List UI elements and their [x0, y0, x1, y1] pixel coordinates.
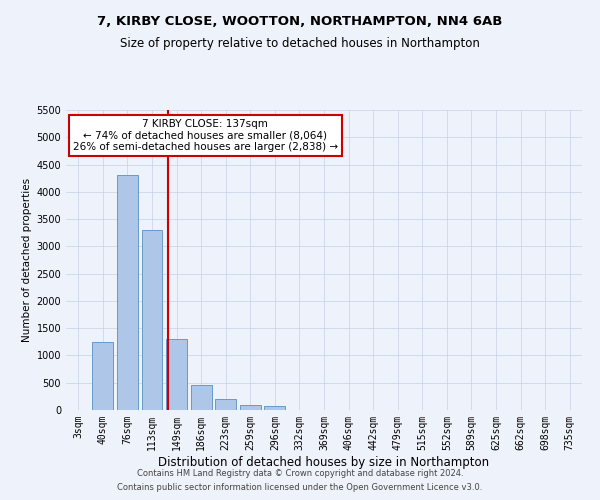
Bar — [215, 399, 236, 410]
Bar — [240, 404, 261, 410]
X-axis label: Distribution of detached houses by size in Northampton: Distribution of detached houses by size … — [158, 456, 490, 468]
Bar — [92, 342, 113, 410]
Text: 7, KIRBY CLOSE, WOOTTON, NORTHAMPTON, NN4 6AB: 7, KIRBY CLOSE, WOOTTON, NORTHAMPTON, NN… — [97, 15, 503, 28]
Text: Size of property relative to detached houses in Northampton: Size of property relative to detached ho… — [120, 38, 480, 51]
Y-axis label: Number of detached properties: Number of detached properties — [22, 178, 32, 342]
Bar — [166, 339, 187, 410]
Text: 7 KIRBY CLOSE: 137sqm
← 74% of detached houses are smaller (8,064)
26% of semi-d: 7 KIRBY CLOSE: 137sqm ← 74% of detached … — [73, 119, 338, 152]
Bar — [117, 176, 138, 410]
Text: Contains HM Land Registry data © Crown copyright and database right 2024.: Contains HM Land Registry data © Crown c… — [137, 468, 463, 477]
Bar — [265, 406, 286, 410]
Text: Contains public sector information licensed under the Open Government Licence v3: Contains public sector information licen… — [118, 484, 482, 492]
Bar — [142, 230, 163, 410]
Bar — [191, 386, 212, 410]
